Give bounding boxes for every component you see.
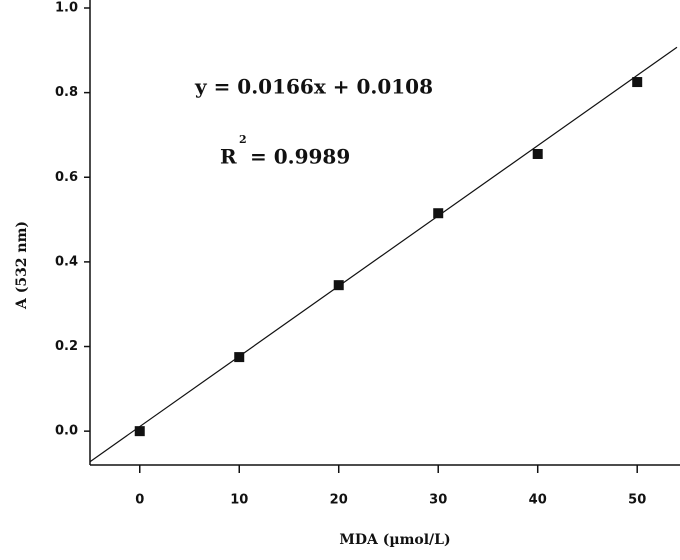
r-squared-symbol: R (220, 145, 237, 169)
point (433, 208, 444, 219)
point (532, 148, 543, 159)
x-tick-label: 20 (330, 493, 348, 508)
point (632, 77, 643, 88)
y-tick-label: 0.6 (55, 170, 78, 185)
x-tick-label: 40 (529, 493, 547, 508)
point (234, 352, 245, 363)
y-tick-label: 0.8 (55, 85, 78, 100)
equation: y = 0.0166x + 0.0108 (194, 75, 433, 99)
y-tick-label: 1.0 (55, 1, 78, 16)
x-axis-label: MDA (µmol/L) (339, 532, 450, 548)
x-tick-label: 50 (628, 493, 646, 508)
y-tick-label: 0.4 (55, 254, 78, 269)
point (333, 280, 344, 291)
y-axis-label: A (532 nm) (14, 221, 30, 310)
x-tick-label: 0 (135, 493, 144, 508)
y-tick-label: 0.0 (55, 424, 78, 439)
point (134, 426, 145, 437)
fit-line (90, 46, 678, 463)
x-tick-label: 30 (429, 493, 447, 508)
y-tick-label: 0.2 (55, 339, 78, 354)
r-squared-exponent: 2 (239, 133, 247, 146)
x-tick-label: 10 (230, 493, 248, 508)
r-squared-value: = 0.9989 (250, 145, 350, 169)
